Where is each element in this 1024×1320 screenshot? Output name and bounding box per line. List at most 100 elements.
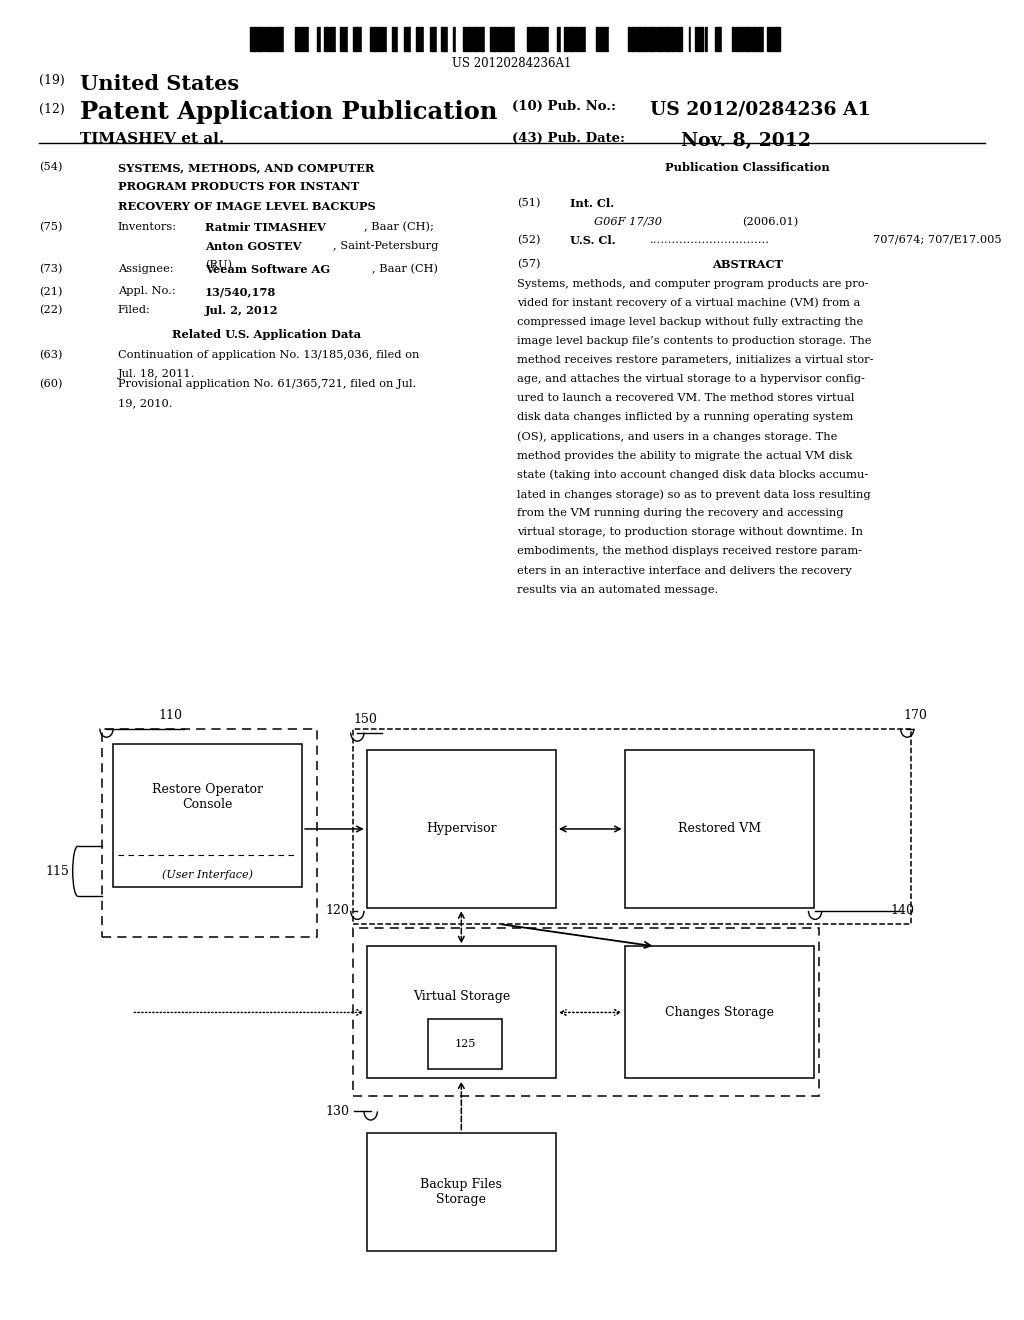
Bar [600, 26, 603, 50]
Text: 19, 2010.: 19, 2010. [118, 399, 172, 408]
Text: (52): (52) [517, 235, 541, 246]
Text: Filed:: Filed: [118, 305, 151, 315]
Bar [561, 26, 563, 50]
Bar [449, 26, 453, 50]
Bar [317, 26, 319, 50]
Bar [322, 26, 324, 50]
Bar [587, 26, 590, 50]
Bar [295, 26, 297, 50]
Bar [330, 26, 336, 50]
Text: (63): (63) [39, 350, 62, 360]
Bar [404, 26, 411, 50]
Bar [370, 26, 372, 50]
Text: ABSTRACT: ABSTRACT [712, 259, 783, 269]
Text: Nov. 8, 2012: Nov. 8, 2012 [681, 132, 811, 150]
Bar [557, 26, 560, 50]
Bar [384, 26, 386, 50]
Text: (57): (57) [517, 259, 541, 269]
Bar [425, 26, 429, 50]
Bar [276, 26, 283, 50]
Text: PROGRAM PRODUCTS FOR INSTANT: PROGRAM PRODUCTS FOR INSTANT [118, 181, 359, 193]
Bar [637, 26, 642, 50]
Text: Hypervisor: Hypervisor [426, 822, 497, 836]
Text: , Baar (CH): , Baar (CH) [372, 264, 437, 275]
Text: Publication Classification: Publication Classification [666, 162, 829, 173]
Bar [430, 26, 436, 50]
Text: (51): (51) [517, 198, 541, 209]
Bar [502, 26, 504, 50]
Text: ................................: ................................ [650, 235, 770, 246]
Bar [715, 26, 721, 50]
Bar [774, 26, 780, 50]
Text: , Baar (CH);: , Baar (CH); [364, 222, 433, 232]
Bar [505, 26, 509, 50]
Text: eters in an interactive interface and delivers the recovery: eters in an interactive interface and de… [517, 565, 852, 576]
Text: Anton GOSTEV: Anton GOSTEV [205, 242, 301, 252]
Bar [362, 26, 369, 50]
Bar [288, 26, 294, 50]
Bar [656, 26, 657, 50]
Bar [250, 26, 256, 50]
Bar [352, 26, 359, 50]
Text: RECOVERY OF IMAGE LEVEL BACKUPS: RECOVERY OF IMAGE LEVEL BACKUPS [118, 201, 376, 211]
Bar [622, 26, 624, 50]
Text: Provisional application No. 61/365,721, filed on Jul.: Provisional application No. 61/365,721, … [118, 379, 416, 389]
Bar [428, 1019, 502, 1069]
Bar [671, 26, 673, 50]
Text: from the VM running during the recovery and accessing: from the VM running during the recovery … [517, 508, 844, 519]
Text: United States: United States [80, 74, 239, 94]
Bar [497, 26, 501, 50]
Bar [473, 26, 479, 50]
Bar [324, 26, 328, 50]
Text: Restored VM: Restored VM [678, 822, 761, 836]
Text: TIMASHEV et al.: TIMASHEV et al. [80, 132, 224, 147]
Bar [629, 26, 631, 50]
Bar [579, 26, 583, 50]
Bar [367, 750, 556, 908]
Bar [353, 928, 819, 1096]
Bar [344, 26, 346, 50]
Text: Related U.S. Application Data: Related U.S. Application Data [172, 329, 360, 339]
Bar [102, 729, 317, 937]
Bar [246, 26, 249, 50]
Bar [546, 26, 548, 50]
Bar [301, 26, 305, 50]
Text: (10) Pub. No.:: (10) Pub. No.: [512, 100, 616, 114]
Text: 120: 120 [326, 904, 349, 917]
Text: 125: 125 [455, 1039, 475, 1049]
Bar [568, 26, 574, 50]
Text: 130: 130 [326, 1105, 349, 1118]
Bar [564, 26, 567, 50]
Bar [625, 946, 814, 1078]
Text: (12): (12) [39, 103, 65, 116]
Bar [616, 26, 621, 50]
Bar [360, 26, 361, 50]
Bar [674, 26, 676, 50]
Bar [348, 26, 352, 50]
Bar [512, 26, 514, 50]
Bar [584, 26, 586, 50]
Text: Inventors:: Inventors: [118, 222, 177, 232]
Text: image level backup file’s contents to production storage. The: image level backup file’s contents to pr… [517, 335, 871, 346]
Text: G06F 17/30: G06F 17/30 [594, 216, 662, 227]
Text: age, and attaches the virtual storage to a hypervisor config-: age, and attaches the virtual storage to… [517, 375, 865, 384]
Text: Patent Application Publication: Patent Application Publication [80, 100, 498, 124]
Bar [510, 26, 511, 50]
Text: (RU): (RU) [205, 260, 231, 271]
Bar [649, 26, 655, 50]
Text: embodiments, the method displays received restore param-: embodiments, the method displays receive… [517, 546, 862, 557]
Bar [677, 26, 683, 50]
Bar [373, 26, 377, 50]
Bar [284, 26, 287, 50]
Bar [264, 26, 266, 50]
Bar [417, 26, 421, 50]
Bar [609, 26, 613, 50]
Bar [392, 26, 397, 50]
Bar [740, 26, 743, 50]
Text: (73): (73) [39, 264, 62, 275]
Text: (22): (22) [39, 305, 62, 315]
Text: vided for instant recovery of a virtual machine (VM) from a: vided for instant recovery of a virtual … [517, 297, 860, 309]
Text: Restore Operator
Console: Restore Operator Console [152, 783, 263, 812]
Text: method receives restore parameters, initializes a virtual stor-: method receives restore parameters, init… [517, 355, 873, 366]
Bar [765, 26, 767, 50]
